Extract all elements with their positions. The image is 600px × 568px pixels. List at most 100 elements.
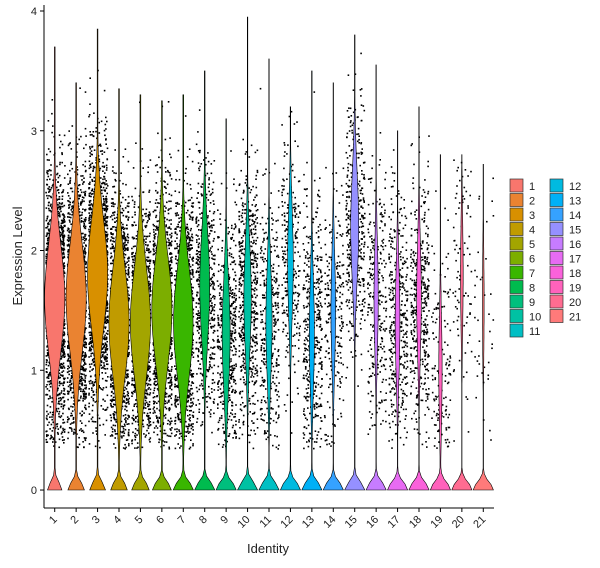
point bbox=[58, 438, 61, 441]
point bbox=[89, 370, 91, 373]
point bbox=[106, 347, 109, 350]
point bbox=[91, 162, 94, 164]
point bbox=[82, 431, 85, 434]
point bbox=[60, 140, 62, 143]
point bbox=[62, 243, 64, 246]
point bbox=[88, 392, 90, 395]
point bbox=[110, 379, 113, 382]
point bbox=[103, 365, 106, 367]
point bbox=[92, 135, 95, 138]
point bbox=[89, 148, 92, 150]
point bbox=[80, 201, 82, 203]
point bbox=[103, 199, 105, 201]
point bbox=[100, 145, 102, 147]
point bbox=[85, 343, 87, 346]
point bbox=[45, 363, 48, 366]
point bbox=[80, 395, 82, 398]
point bbox=[94, 378, 97, 381]
point bbox=[59, 231, 62, 234]
point bbox=[84, 160, 87, 163]
point bbox=[59, 393, 61, 396]
point bbox=[67, 393, 70, 395]
point bbox=[123, 432, 126, 434]
point bbox=[127, 205, 130, 208]
point bbox=[105, 143, 107, 145]
point bbox=[58, 410, 61, 413]
point bbox=[70, 370, 72, 372]
point bbox=[76, 446, 78, 448]
point bbox=[63, 253, 65, 255]
point bbox=[67, 253, 70, 256]
point bbox=[46, 388, 49, 390]
point bbox=[63, 216, 66, 218]
point bbox=[104, 342, 107, 344]
point bbox=[64, 165, 66, 167]
point bbox=[100, 360, 103, 362]
point bbox=[89, 163, 92, 166]
point bbox=[101, 182, 103, 185]
point bbox=[93, 184, 96, 186]
point bbox=[62, 427, 64, 430]
point bbox=[94, 374, 97, 376]
point bbox=[89, 176, 92, 178]
point bbox=[63, 378, 65, 381]
point bbox=[49, 411, 52, 414]
point bbox=[59, 382, 62, 385]
point bbox=[60, 227, 63, 229]
point bbox=[61, 431, 63, 433]
point bbox=[82, 351, 84, 353]
point bbox=[97, 440, 100, 442]
point bbox=[113, 249, 115, 252]
point bbox=[63, 248, 66, 251]
point bbox=[47, 175, 50, 178]
point bbox=[80, 135, 82, 138]
point bbox=[63, 267, 65, 270]
point bbox=[92, 170, 94, 172]
point bbox=[46, 371, 48, 374]
point bbox=[80, 202, 83, 205]
point bbox=[82, 238, 84, 241]
point bbox=[47, 204, 50, 207]
point bbox=[105, 201, 108, 204]
point bbox=[93, 357, 95, 360]
point bbox=[61, 195, 64, 198]
point bbox=[91, 189, 94, 192]
point bbox=[89, 134, 92, 136]
point bbox=[66, 381, 69, 383]
point bbox=[64, 224, 66, 227]
point bbox=[45, 430, 47, 433]
point bbox=[67, 355, 70, 357]
point bbox=[52, 183, 54, 186]
point bbox=[48, 223, 50, 226]
point bbox=[91, 369, 93, 371]
point bbox=[85, 392, 87, 395]
point bbox=[100, 388, 103, 390]
point bbox=[83, 336, 86, 338]
point bbox=[89, 155, 91, 157]
point bbox=[62, 256, 64, 259]
point bbox=[115, 421, 117, 423]
point bbox=[58, 196, 61, 198]
point bbox=[68, 239, 71, 241]
point bbox=[68, 427, 71, 429]
point bbox=[91, 346, 94, 348]
point bbox=[91, 145, 94, 148]
point bbox=[58, 226, 61, 229]
point bbox=[93, 393, 96, 396]
point bbox=[102, 337, 105, 340]
point bbox=[61, 202, 64, 204]
point bbox=[106, 167, 108, 169]
point bbox=[127, 264, 130, 266]
point bbox=[92, 368, 94, 370]
point bbox=[88, 204, 90, 206]
point bbox=[45, 386, 47, 388]
point bbox=[82, 175, 84, 177]
point bbox=[93, 360, 95, 363]
point bbox=[57, 206, 59, 209]
point bbox=[102, 408, 104, 410]
point bbox=[50, 164, 52, 166]
point bbox=[67, 368, 69, 370]
point bbox=[88, 216, 91, 219]
point bbox=[113, 250, 115, 253]
point bbox=[63, 353, 65, 355]
